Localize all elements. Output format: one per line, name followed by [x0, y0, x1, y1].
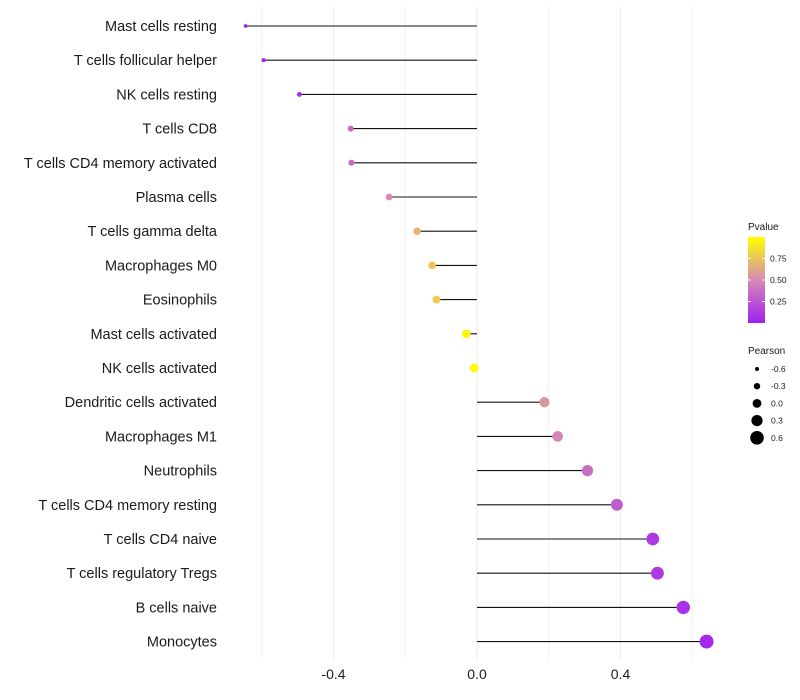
x-tick-label: 0.4 — [611, 666, 631, 682]
lollipop-point — [699, 634, 714, 649]
lollipop-point — [552, 431, 564, 442]
size-legend-label: 0.3 — [771, 416, 783, 426]
size-legend-label: 0.0 — [771, 398, 783, 408]
lollipop-point — [610, 498, 623, 511]
lollipop-point — [261, 58, 266, 63]
lollipop-points — [243, 24, 714, 649]
size-legend-label: -0.3 — [771, 381, 786, 391]
category-labels: Mast cells resting T cells follicular hel… — [24, 19, 218, 651]
lollipop-point — [243, 24, 248, 28]
lollipop-point — [461, 329, 471, 339]
lollipop-point — [469, 363, 479, 373]
lollipop-point — [296, 91, 302, 97]
lollipop-point — [385, 193, 393, 201]
category-label: T cells CD8 — [142, 122, 217, 138]
lollipop-point — [646, 532, 660, 546]
category-label: Plasma cells — [136, 190, 217, 206]
category-label: B cells naive — [136, 600, 217, 616]
category-label: Dendritic cells activated — [65, 395, 217, 411]
category-label: T cells CD4 memory resting — [38, 498, 217, 514]
pvalue-legend: Pvalue 0.75 0.50 0.25 — [748, 222, 787, 323]
size-legend-dot — [750, 431, 764, 445]
category-label: NK cells resting — [116, 87, 217, 103]
colorbar-tick-label: 0.75 — [770, 254, 787, 264]
category-label: T cells gamma delta — [88, 224, 218, 240]
pvalue-legend-title: Pvalue — [748, 222, 779, 233]
category-label: Macrophages M1 — [105, 429, 217, 445]
grid-lines — [261, 6, 693, 660]
lollipop-point — [539, 397, 550, 408]
category-label: Mast cells resting — [105, 19, 217, 35]
category-label: T cells CD4 memory activated — [24, 156, 217, 172]
lollipop-point — [432, 295, 441, 304]
colorbar-tick-label: 0.50 — [770, 275, 787, 285]
pearson-legend: Pearson -0.6 -0.3 0.0 0.3 0.6 — [748, 346, 786, 445]
colorbar-tick-label: 0.25 — [770, 297, 787, 307]
category-label: Monocytes — [147, 635, 217, 651]
lollipop-point — [676, 600, 690, 615]
size-legend-label: -0.6 — [771, 364, 786, 374]
x-tick-label: 0.0 — [467, 666, 487, 682]
lollipop-point — [348, 159, 355, 166]
lollipop-point — [581, 464, 594, 477]
size-legend-dot — [755, 367, 759, 371]
lollipop-stems — [245, 25, 707, 643]
size-legend-dot — [751, 415, 763, 427]
category-label: Eosinophils — [143, 293, 217, 309]
size-legend-dot — [752, 399, 762, 408]
x-axis-ticks: -0.4 0.0 0.4 — [321, 666, 630, 682]
category-label: NK cells activated — [102, 361, 217, 377]
category-label: T cells CD4 naive — [104, 532, 217, 548]
pearson-legend-title: Pearson — [748, 346, 785, 357]
size-legend-dot — [753, 383, 761, 390]
lollipop-point — [651, 566, 664, 580]
lollipop-point — [413, 227, 421, 235]
category-label: T cells follicular helper — [74, 53, 217, 69]
category-label: Mast cells activated — [90, 327, 217, 343]
category-label: Neutrophils — [144, 464, 217, 480]
lollipop-point — [347, 125, 354, 132]
category-label: T cells regulatory Tregs — [67, 566, 217, 582]
x-tick-label: -0.4 — [321, 666, 345, 682]
pvalue-colorbar — [748, 237, 765, 323]
category-label: Macrophages M0 — [105, 258, 217, 274]
size-legend-label: 0.6 — [771, 433, 783, 443]
lollipop-point — [428, 261, 437, 270]
